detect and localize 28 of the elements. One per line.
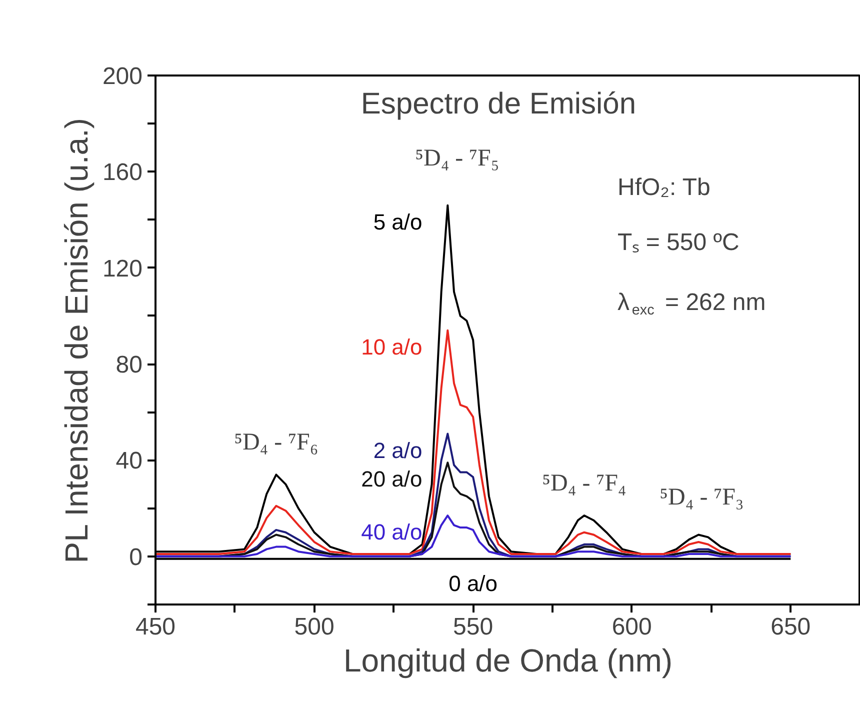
annotation: Tₛ = 550 ºC — [618, 229, 740, 256]
series-label: 10 a/o — [361, 334, 422, 360]
y-tick-label: 200 — [102, 63, 143, 90]
x-tick-label: 450 — [135, 614, 176, 640]
y-axis-title: PL Intensidad de Emisión (u.a.) — [58, 118, 94, 564]
series-label: 40 a/o — [361, 520, 422, 545]
annotation: ⁵D₄ - ⁷F₆ — [234, 429, 318, 456]
x-tick-label: 600 — [612, 614, 652, 640]
annotation: ⁵D₄ - ⁷F₄ — [542, 470, 626, 496]
series-label: 20 a/o — [361, 466, 422, 492]
y-tick-label: 120 — [102, 255, 143, 282]
x-tick-label: 550 — [453, 614, 494, 640]
annotation: HfO₂: Tb — [618, 174, 710, 201]
x-tick-label: 650 — [770, 614, 811, 640]
x-tick-label: 500 — [294, 614, 334, 640]
annotation: ⁵D₄ - ⁷F₃ — [660, 484, 744, 511]
series-label: 2 a/o — [373, 438, 422, 463]
line-series — [156, 514, 792, 558]
y-tick-label: 160 — [102, 159, 143, 186]
y-tick-label: 0 — [129, 544, 143, 571]
line-series — [156, 329, 792, 556]
chart-title: Espectro de Emisión — [360, 88, 636, 120]
y-tick-label: 80 — [116, 352, 143, 379]
y-tick-label: 40 — [116, 448, 143, 475]
series-label: 5 a/o — [373, 209, 422, 234]
series-label: 0 a/o — [448, 570, 498, 596]
x-axis-title: Longitud de Onda (nm) — [343, 642, 673, 678]
annotation: ⁵D₄ - ⁷F₅ — [415, 146, 500, 172]
